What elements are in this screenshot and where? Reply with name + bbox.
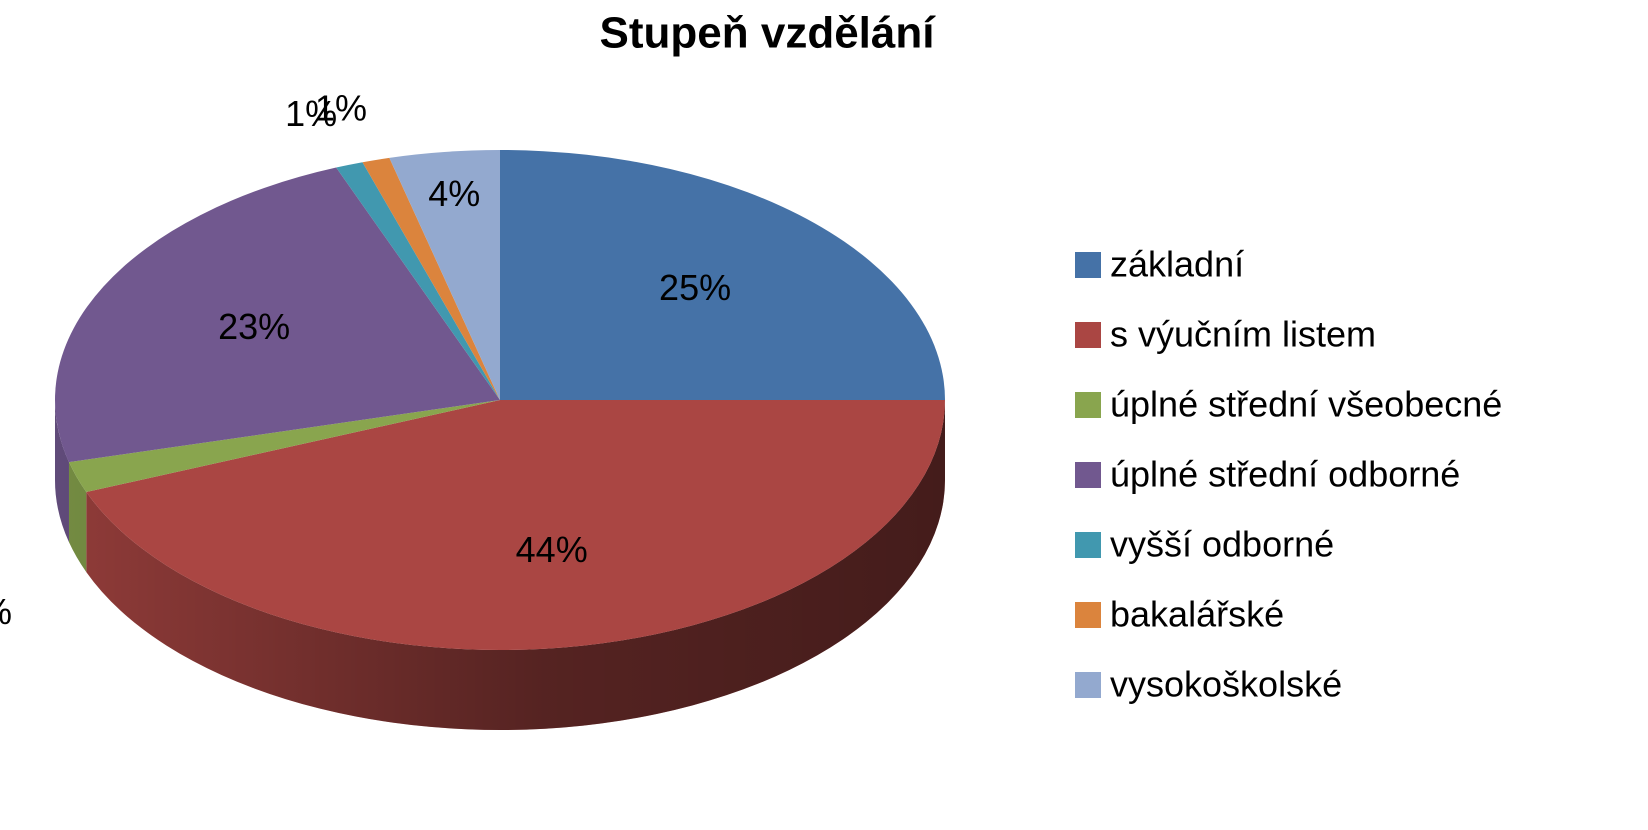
slice [500,150,945,400]
legend-label: bakalářské [1110,594,1284,635]
slice [68,400,500,493]
legend-swatch [1075,462,1101,488]
legend-label: úplné střední všeobecné [1110,384,1502,425]
slice [86,400,946,650]
legend-swatch [1075,252,1101,278]
slice [54,167,500,463]
legend-label: úplné střední odborné [1110,454,1460,495]
legend-swatch [1075,392,1101,418]
legend-label: základní [1110,244,1244,285]
slice [336,162,500,400]
legend-label: vyšší odborné [1110,524,1334,565]
legend-swatch [1075,322,1101,348]
side-shade [68,462,87,573]
data-label: 2% [0,591,12,632]
legend-label: s výučním listem [1110,314,1376,355]
legend-swatch [1075,532,1101,558]
data-label: 23% [218,306,290,347]
chart-title: Stupeň vzdělání [600,9,937,58]
data-label: 1% [285,93,337,134]
legend-label: vysokoškolské [1110,664,1342,705]
data-label: 1% [315,88,367,129]
legend-swatch [1075,602,1101,628]
data-label: 4% [428,173,480,214]
side-shade [55,400,69,543]
side-shade [86,400,946,730]
legend-swatch [1075,672,1101,698]
data-label: 44% [516,529,588,570]
slice [389,150,500,400]
data-label: 25% [659,267,731,308]
slice [362,157,500,400]
